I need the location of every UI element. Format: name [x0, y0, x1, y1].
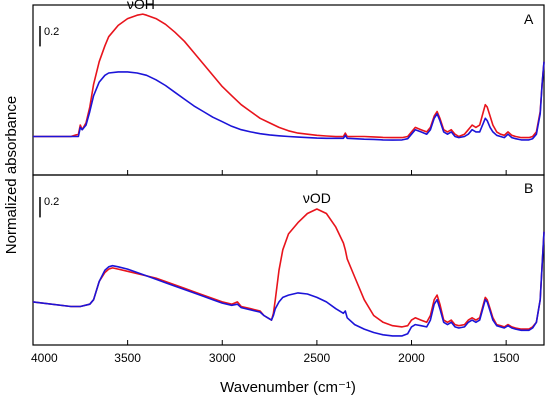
- panel-a-annotation-voh: νOH: [127, 0, 155, 12]
- x-axis-ticks: 4000 3500 3000 2500 2000 1500: [31, 170, 520, 365]
- panel-b-frame: [32, 174, 545, 346]
- panel-a-series: [33, 13, 545, 141]
- x-tick-label-1500: 1500: [493, 351, 520, 365]
- panel-a-series-2-line: [33, 61, 545, 141]
- x-axis-label: Wavenumber (cm⁻¹): [220, 379, 356, 396]
- panel-a-frame: [32, 4, 545, 176]
- panel-b-series-2-line: [32, 231, 545, 337]
- panel-a-label: A: [524, 11, 534, 27]
- panel-b-series-1-line: [32, 208, 545, 330]
- panel-a-scale-label: 0.2: [44, 26, 59, 38]
- x-tick-label-4000: 4000: [31, 351, 58, 365]
- panel-b-series: [32, 208, 545, 337]
- x-tick-label-2500: 2500: [304, 351, 331, 365]
- x-tick-label-3500: 3500: [114, 351, 141, 365]
- y-axis-label: Normalized absorbance: [3, 96, 20, 254]
- panel-b-label: B: [524, 180, 533, 196]
- panel-a-series-1-line: [33, 13, 545, 139]
- panel-b-annotation-vod: νOD: [303, 190, 331, 206]
- panel-b-scale-label: 0.2: [44, 196, 59, 208]
- x-tick-label-3000: 3000: [209, 351, 236, 365]
- x-tick-label-2000: 2000: [398, 351, 425, 365]
